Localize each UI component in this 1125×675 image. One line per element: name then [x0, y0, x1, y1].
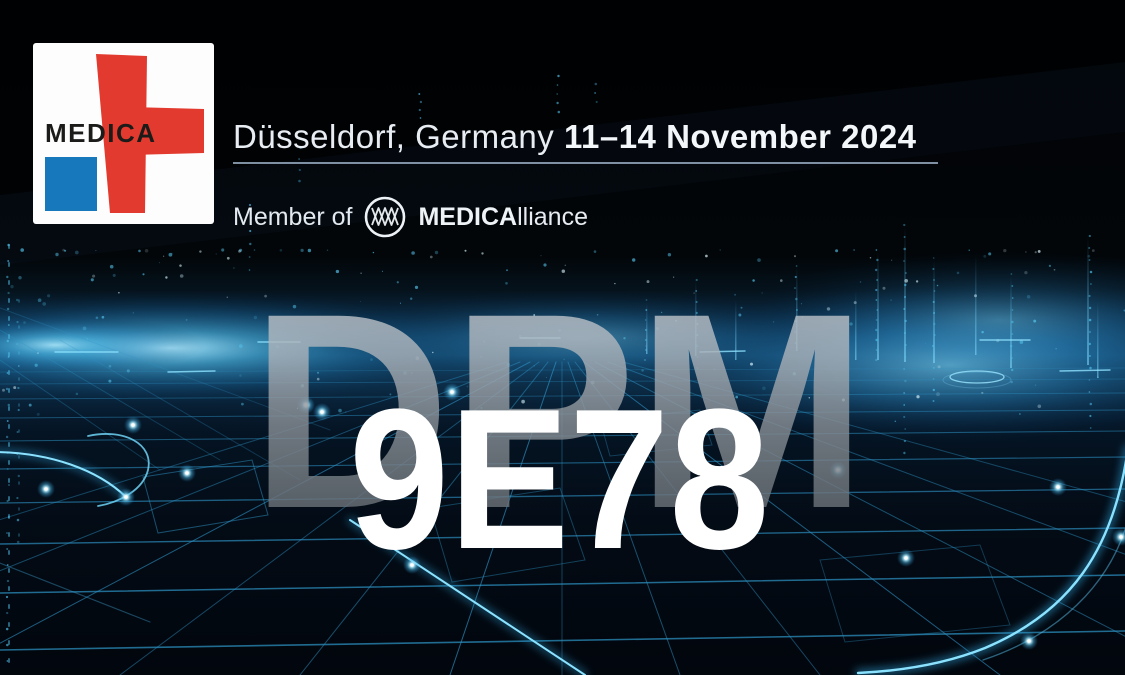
- tagline-underline: [233, 162, 938, 164]
- stand-code: 9E78: [349, 368, 770, 591]
- medicalliance-monogram-icon: [365, 196, 406, 238]
- event-location: Düsseldorf, Germany: [233, 118, 564, 155]
- member-prefix: Member of: [233, 202, 353, 231]
- alliance-name-rest: lliance: [517, 202, 588, 231]
- watermark-text: DPM: [250, 255, 868, 566]
- accent-traces: [0, 244, 1125, 675]
- light-pillars: [646, 226, 1099, 378]
- ring-ellipse: [949, 370, 1005, 384]
- membership-row: Member of MEDICAlliance: [233, 195, 588, 239]
- particles: [2, 74, 1125, 662]
- event-dates: 11–14 November 2024: [563, 118, 917, 155]
- node-glows: [37, 383, 1125, 650]
- medica-logo: MEDICA: [33, 43, 214, 224]
- blue-square: [45, 157, 97, 211]
- alliance-name-bold: MEDICA: [418, 202, 518, 231]
- logo-wordmark: MEDICA: [45, 118, 157, 148]
- medica-cross-icon: [45, 54, 204, 213]
- horizon-glow: [0, 250, 1125, 445]
- event-tagline: Düsseldorf, Germany 11–14 November 2024: [233, 117, 917, 157]
- alliance-name: MEDICAlliance: [418, 203, 587, 232]
